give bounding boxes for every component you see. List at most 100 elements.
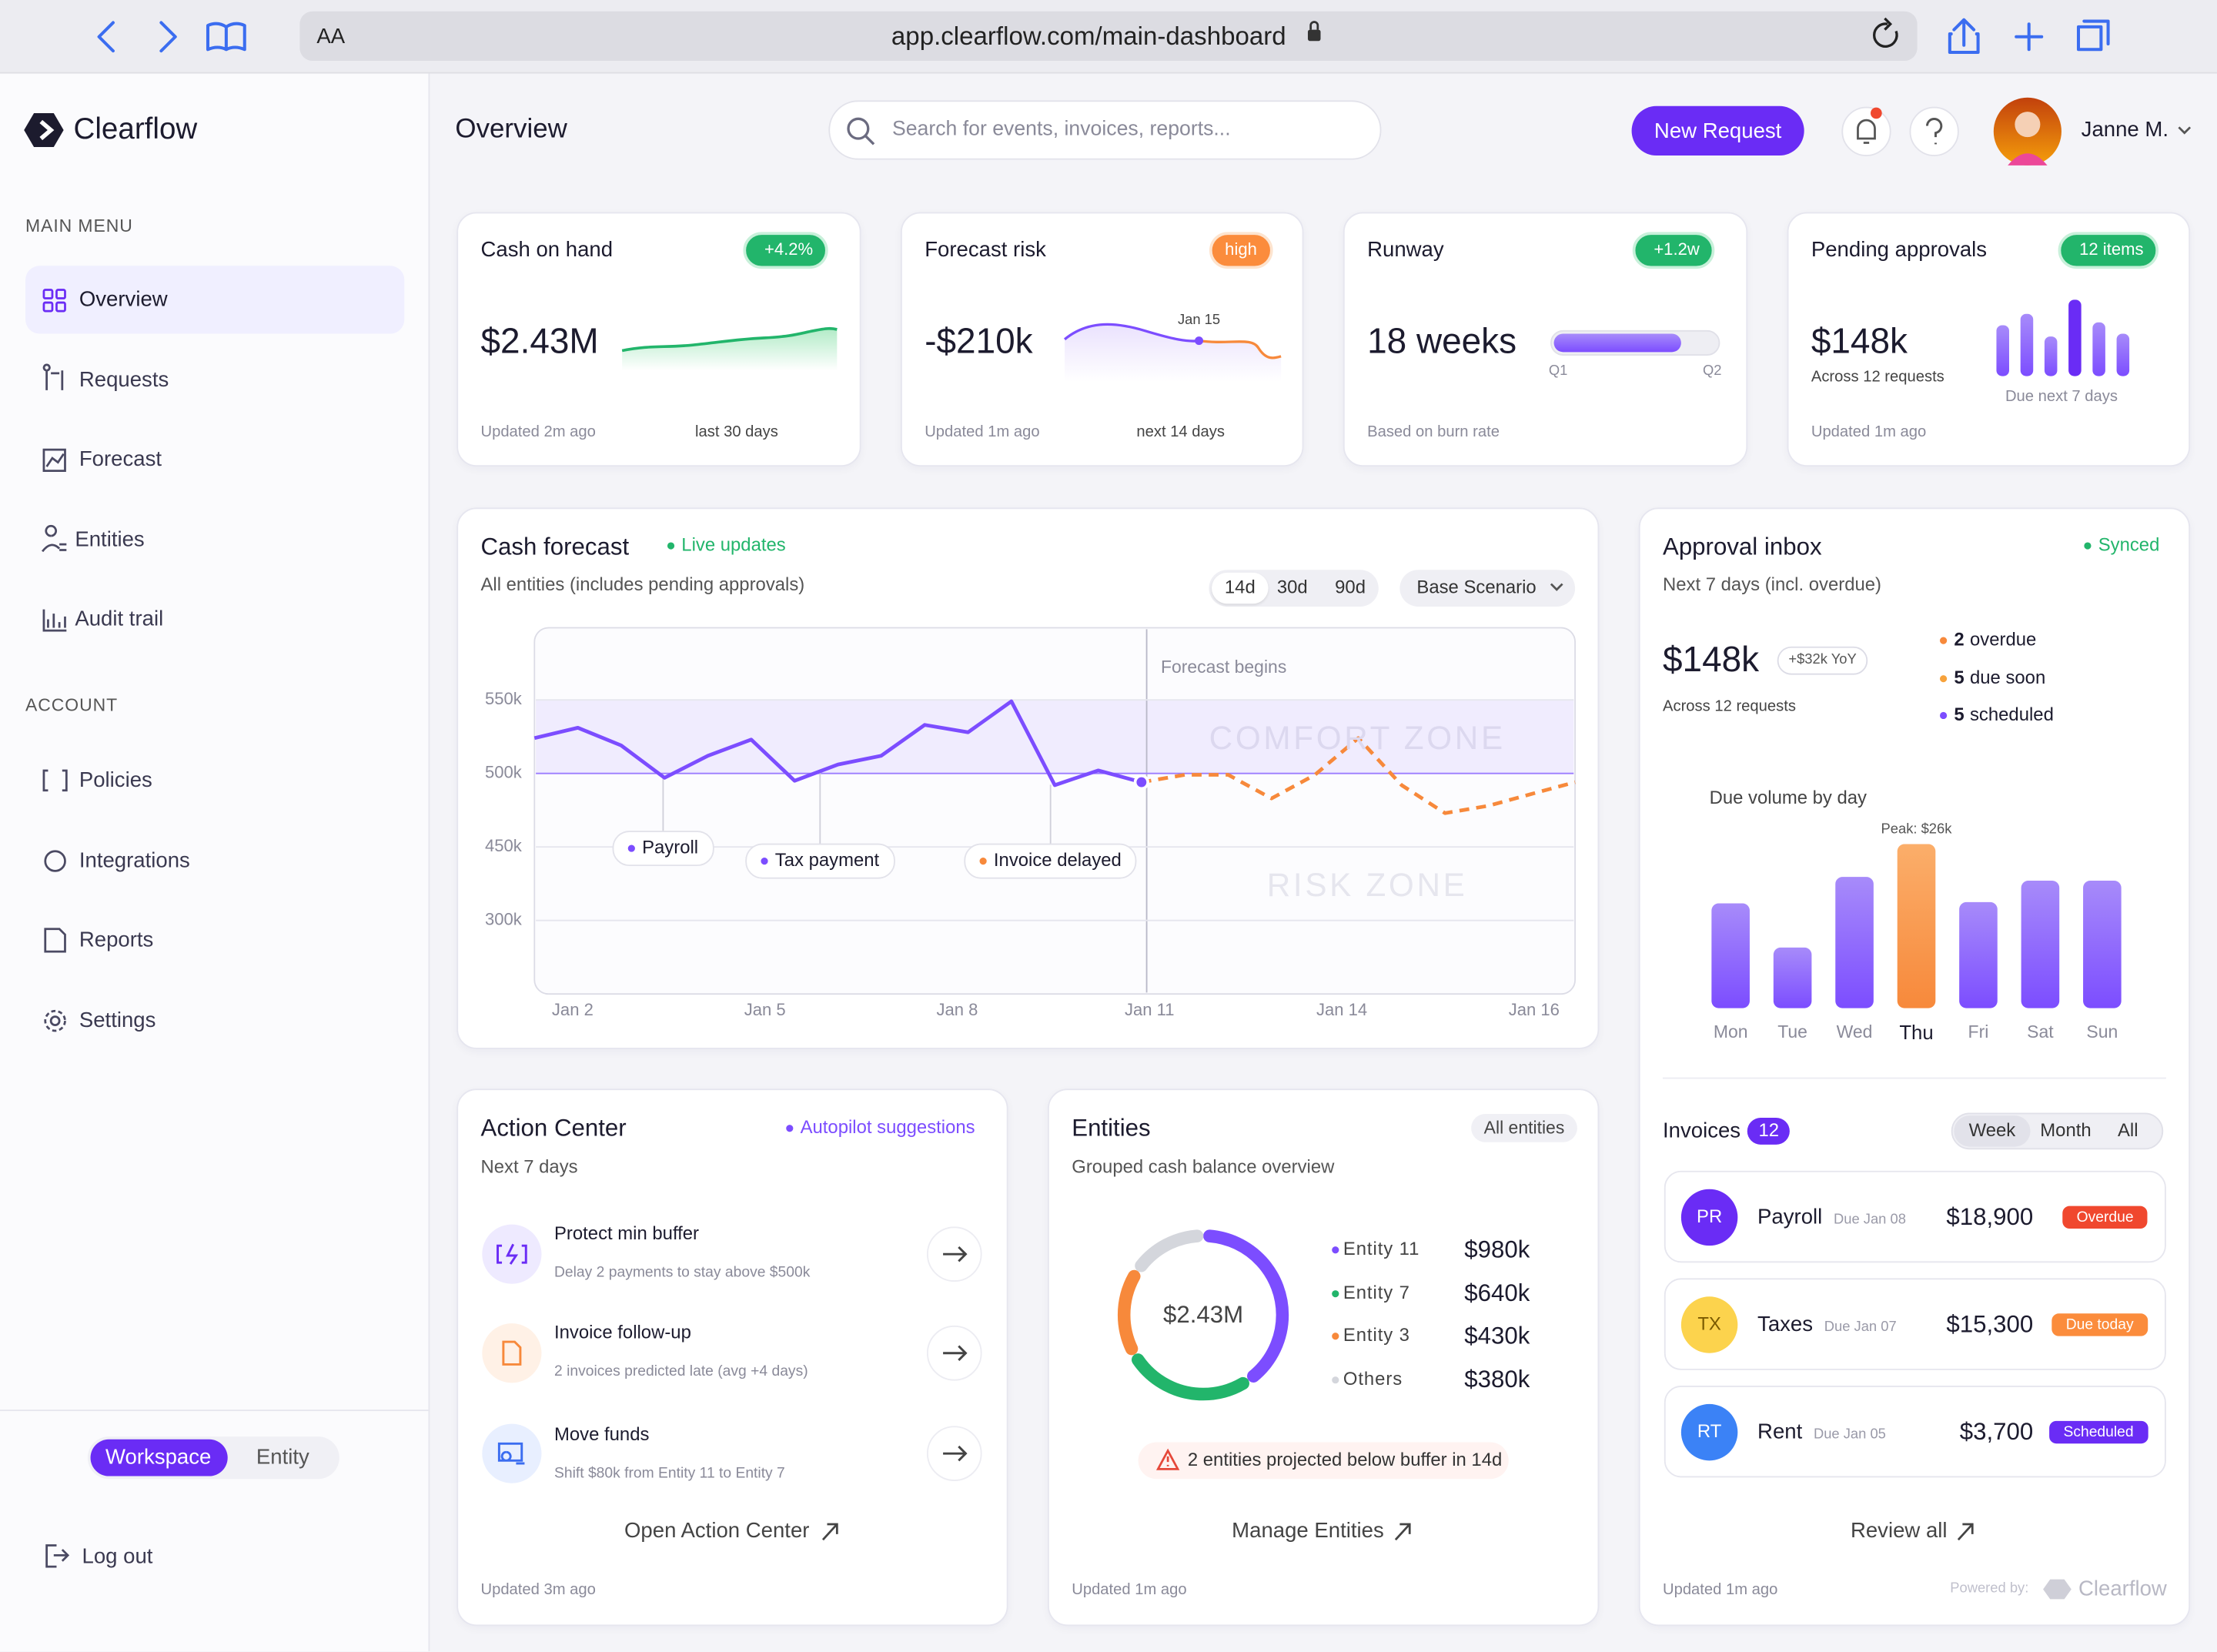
- legend-dot: [1332, 1376, 1339, 1383]
- forward-icon[interactable]: [159, 21, 177, 53]
- inbox-note: Across 12 requests: [1662, 697, 1796, 715]
- search-icon: [847, 117, 870, 140]
- invoice-tab-active[interactable]: [1954, 1115, 2031, 1147]
- invoice-due: Due Jan 05: [1813, 1426, 1886, 1443]
- bar: [1773, 947, 1812, 1008]
- user-menu-chevron[interactable]: [2178, 126, 2192, 135]
- y-tick-label: 550k: [484, 688, 522, 709]
- event-pill: Tax payment: [745, 843, 895, 879]
- invoice-row[interactable]: [1664, 1278, 2166, 1370]
- bookmarks-icon[interactable]: [206, 22, 246, 52]
- donut-segment: [1117, 1229, 1289, 1401]
- action-arrows[interactable]: [926, 1226, 982, 1481]
- settings-icon: [44, 1009, 66, 1032]
- legend-item: Entity 7: [1332, 1281, 1410, 1303]
- link[interactable]: Open Action Center: [624, 1519, 810, 1543]
- share-icon[interactable]: [1948, 18, 1980, 54]
- badge-text: 12 items: [2079, 239, 2144, 259]
- avatar-face: [2015, 112, 2041, 138]
- legend-item: 5 due soon: [1939, 666, 2045, 688]
- invoice-tab[interactable]: Month: [2040, 1119, 2092, 1141]
- event-text: Payroll: [642, 836, 699, 858]
- range-tab-active[interactable]: [1212, 572, 1269, 604]
- card-title: Entities: [1072, 1114, 1151, 1142]
- bar: [1835, 877, 1874, 1008]
- legend-label: Entity 7: [1343, 1281, 1410, 1303]
- status-text: Synced: [2098, 533, 2160, 555]
- toggle-option[interactable]: Workspace: [105, 1445, 212, 1470]
- card-updated: Updated 1m ago: [1662, 1581, 1778, 1599]
- section-title: ACCOUNT: [25, 695, 119, 716]
- logout[interactable]: Log out: [82, 1544, 153, 1569]
- y-tick-label: 300k: [484, 909, 522, 929]
- toggle-option[interactable]: Entity: [256, 1445, 309, 1470]
- menu-item[interactable]: Integrations: [79, 848, 190, 873]
- menu-item[interactable]: Audit trail: [75, 607, 164, 631]
- reload-icon[interactable]: [1873, 17, 1898, 48]
- new-request-label[interactable]: New Request: [1654, 119, 1782, 144]
- invoice-tab[interactable]: All: [2118, 1119, 2138, 1141]
- forecast-icon: [42, 448, 66, 473]
- action-glyph: [502, 1340, 522, 1366]
- menu-item[interactable]: Reports: [79, 928, 154, 952]
- back-icon[interactable]: [97, 21, 115, 53]
- invoice-row[interactable]: [1664, 1385, 2166, 1478]
- legend-dot: [1332, 1289, 1339, 1297]
- invoice-due: Due Jan 08: [1833, 1212, 1906, 1228]
- range-tab[interactable]: 90d: [1335, 576, 1366, 598]
- link-arrows[interactable]: [821, 1523, 1974, 1541]
- bell-icon: [1857, 119, 1876, 144]
- url: app.clearflow.com/main-dashboard: [891, 22, 1286, 51]
- kpi-title: Runway: [1367, 238, 1444, 263]
- range-tab[interactable]: 30d: [1276, 576, 1308, 598]
- menu-item[interactable]: Settings: [79, 1008, 156, 1033]
- inbox-divider: [1662, 1077, 2166, 1079]
- invoice-title: Rent: [1757, 1420, 1803, 1444]
- invoice-amount: $15,300: [1946, 1311, 2034, 1338]
- help-button[interactable]: [1909, 106, 1959, 156]
- toggle-active[interactable]: [90, 1439, 228, 1476]
- kpi-note: next 14 days: [1136, 423, 1225, 441]
- forecast-label: Forecast begins: [1160, 657, 1287, 677]
- action-title[interactable]: Protect min buffer: [553, 1222, 700, 1244]
- invoice-tab[interactable]: Week: [1968, 1119, 2016, 1141]
- y-tick-label: 500k: [484, 762, 522, 782]
- invoice-row[interactable]: [1664, 1170, 2166, 1263]
- menu-item[interactable]: Requests: [79, 368, 169, 393]
- url-field[interactable]: [299, 11, 1918, 61]
- sparkline-area: [1065, 324, 1282, 382]
- card-subtitle: Grouped cash balance overview: [1072, 1155, 1335, 1178]
- menu-item[interactable]: Forecast: [79, 447, 162, 472]
- action-title[interactable]: Move funds: [553, 1423, 650, 1445]
- avatar-body: [2008, 153, 2048, 166]
- avatar-initials: PR: [1697, 1205, 1723, 1227]
- tabs-icon[interactable]: [2076, 19, 2110, 52]
- logout-icon[interactable]: [45, 1544, 70, 1568]
- text-size-button[interactable]: AA: [316, 24, 346, 49]
- menu-item[interactable]: Entities: [75, 527, 145, 553]
- count-badge: 12: [1747, 1117, 1791, 1145]
- range-tab[interactable]: 14d: [1224, 576, 1256, 598]
- new-request-button[interactable]: [1631, 105, 1804, 156]
- entities-icon: [42, 524, 67, 553]
- sparkline-forecast: [1199, 339, 1282, 359]
- scenario[interactable]: Base Scenario: [1416, 576, 1537, 598]
- kpi-badge: high: [1209, 232, 1273, 269]
- dropdown-chevron[interactable]: [1550, 583, 1563, 591]
- scenario-dropdown[interactable]: [1399, 570, 1576, 607]
- new-tab-icon[interactable]: [2015, 22, 2044, 52]
- bar: [1897, 844, 1936, 1008]
- kpi-value: 18 weeks: [1367, 322, 1517, 362]
- action-title[interactable]: Invoice follow-up: [553, 1321, 691, 1343]
- menu-item[interactable]: Policies: [79, 768, 152, 793]
- filter[interactable]: All entities: [1471, 1113, 1577, 1143]
- sparkline-marker: [1195, 336, 1204, 346]
- invoice-status: Due today: [2051, 1313, 2148, 1336]
- notifications-button[interactable]: [1841, 106, 1891, 156]
- status: Autopilot suggestions: [786, 1116, 975, 1139]
- link[interactable]: Manage Entities: [1232, 1519, 1384, 1543]
- link[interactable]: Review all: [1850, 1519, 1948, 1543]
- search-box[interactable]: [828, 100, 1382, 160]
- menu-item[interactable]: Overview: [79, 287, 168, 312]
